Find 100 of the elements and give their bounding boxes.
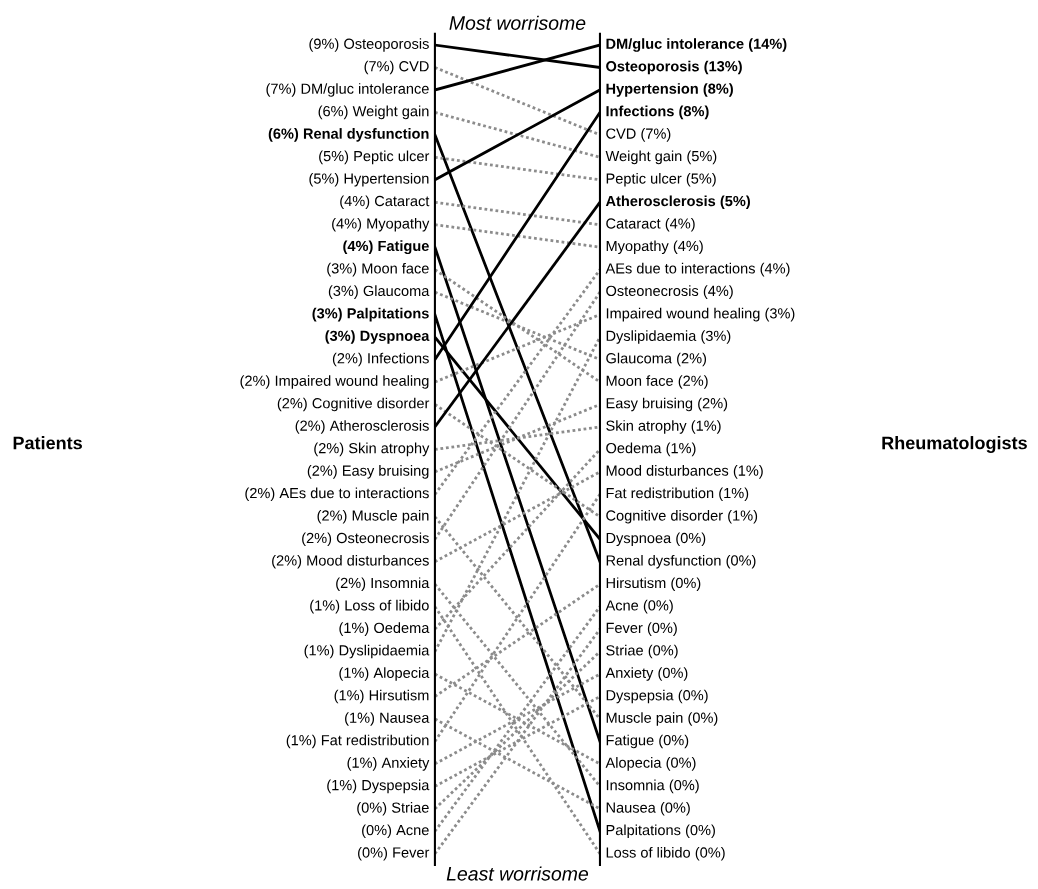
data-label: (1%) <box>304 644 334 659</box>
data-label: (0%) <box>666 757 696 771</box>
data-label: (7%) <box>266 83 296 97</box>
data-label: (3%) <box>328 285 358 299</box>
category-label: CVD <box>606 128 636 139</box>
text: Most worrisome <box>449 15 586 30</box>
category-label: Glaucoma <box>363 285 430 297</box>
data-label: (3%) <box>327 262 357 277</box>
category-label: Fat redistribution <box>321 734 429 746</box>
category-label: Fat redistribution <box>606 487 714 499</box>
category-label: Atherosclerosis <box>605 195 716 207</box>
data-label: (2%) <box>336 577 366 591</box>
category-label: Fatigue <box>606 734 654 749</box>
category-label: Impaired wound healing <box>275 375 429 389</box>
category-label: Loss of libido <box>345 599 429 611</box>
data-label: (2%) <box>245 487 275 502</box>
data-label: (7%) <box>364 60 394 75</box>
category-label: Insomnia <box>371 577 430 589</box>
category-label: Mood disturbances <box>606 465 729 476</box>
category-label: Weight gain <box>605 150 682 165</box>
category-label: Weight gain <box>352 105 429 120</box>
category-label: Moon face <box>362 262 429 274</box>
category-label: Skin atrophy <box>348 442 430 457</box>
category-label: Renal dysfunction <box>303 128 429 142</box>
data-label: (1%) <box>339 622 369 636</box>
category-label: Infections <box>368 352 429 364</box>
category-label: Nausea <box>606 802 656 813</box>
data-label: (0%) <box>669 779 699 794</box>
category-label: Renal dysfunction <box>606 554 721 569</box>
category-label: Dyspnoea <box>360 330 430 344</box>
data-label: (0%) <box>660 802 690 816</box>
data-label: (14%) <box>748 38 787 52</box>
data-label: (1%) <box>339 667 369 681</box>
category-label: Osteoporosis <box>344 38 429 52</box>
category-label: Skin atrophy <box>606 420 687 434</box>
category-label: Striae <box>606 644 643 656</box>
category-label: Fever <box>606 622 643 634</box>
data-label: (2%) <box>240 375 270 389</box>
category-label: Dyslipidaemia <box>606 330 697 344</box>
data-label: (2%) <box>314 442 344 457</box>
data-label: (2%) <box>698 397 728 412</box>
category-label: Peptic ulcer <box>354 150 430 165</box>
category-label: Cataract <box>375 195 430 207</box>
category-label: Alopecia <box>373 667 430 681</box>
category-label: Nausea <box>380 712 430 723</box>
category-label: DM/gluc intolerance <box>606 38 744 52</box>
category-label: Oedema <box>374 622 430 634</box>
data-label: (4%) <box>343 240 373 254</box>
data-label: (2%) <box>677 352 707 367</box>
category-label: Impaired wound healing <box>606 307 760 322</box>
category-label: Dyspepsia <box>606 689 674 704</box>
data-label: (0%) <box>658 667 688 681</box>
category-label: Cognitive disorder <box>312 397 430 412</box>
category-label: Infections <box>606 105 674 117</box>
data-label: (3%) <box>312 307 342 322</box>
data-label: (1%) <box>733 465 763 479</box>
category-label: Fatigue <box>378 240 429 255</box>
category-label: Loss of libido <box>606 846 691 858</box>
category-label: Cataract <box>606 218 661 229</box>
data-label: (2%) <box>317 509 347 524</box>
category-label: Insomnia <box>606 779 665 791</box>
category-label: Osteonecrosis <box>606 285 699 297</box>
category-label: Patients <box>13 436 82 450</box>
data-label: (1%) <box>345 712 375 726</box>
data-label: (0%) <box>695 846 725 861</box>
category-label: Easy bruising <box>343 465 429 479</box>
data-label: (0%) <box>678 689 708 704</box>
data-label: (2%) <box>678 375 708 389</box>
category-label: Anxiety <box>605 667 654 681</box>
data-label: (0%) <box>647 622 677 636</box>
text: Least worrisome <box>446 866 589 881</box>
data-label: (4%) <box>340 195 370 210</box>
data-label: (0%) <box>648 644 678 659</box>
data-label: (1%) <box>286 734 316 749</box>
data-label: (4%) <box>673 240 703 254</box>
category-label: Fever <box>393 847 430 858</box>
data-label: (3%) <box>701 330 731 344</box>
category-label: Striae <box>391 802 429 813</box>
data-label: (1%) <box>691 420 721 434</box>
category-label: Acne <box>396 825 429 836</box>
category-label: Easy bruising <box>606 397 693 412</box>
category-label: Peptic ulcer <box>606 173 682 187</box>
data-label: (9%) <box>309 38 339 52</box>
category-label: Mood disturbances <box>307 554 429 566</box>
data-label: (0%) <box>357 802 387 816</box>
data-label: (1%) <box>347 757 377 771</box>
data-label: (5%) <box>686 173 716 187</box>
data-label: (6%) <box>268 128 299 142</box>
data-label: (0%) <box>676 532 706 547</box>
data-label: (4%) <box>760 262 790 277</box>
category-label: Dyslipidaemia <box>339 644 430 659</box>
data-label: (0%) <box>643 599 673 614</box>
category-label: AEs due to interactions <box>279 487 429 499</box>
category-label: Osteonecrosis <box>336 532 429 544</box>
category-label: Acne <box>605 600 639 611</box>
data-label: (1%) <box>334 689 364 704</box>
category-label: Palpitations <box>347 307 429 322</box>
category-label: Anxiety <box>381 757 430 771</box>
category-label: Muscle pain <box>352 509 429 524</box>
category-label: Alopecia <box>605 757 662 771</box>
